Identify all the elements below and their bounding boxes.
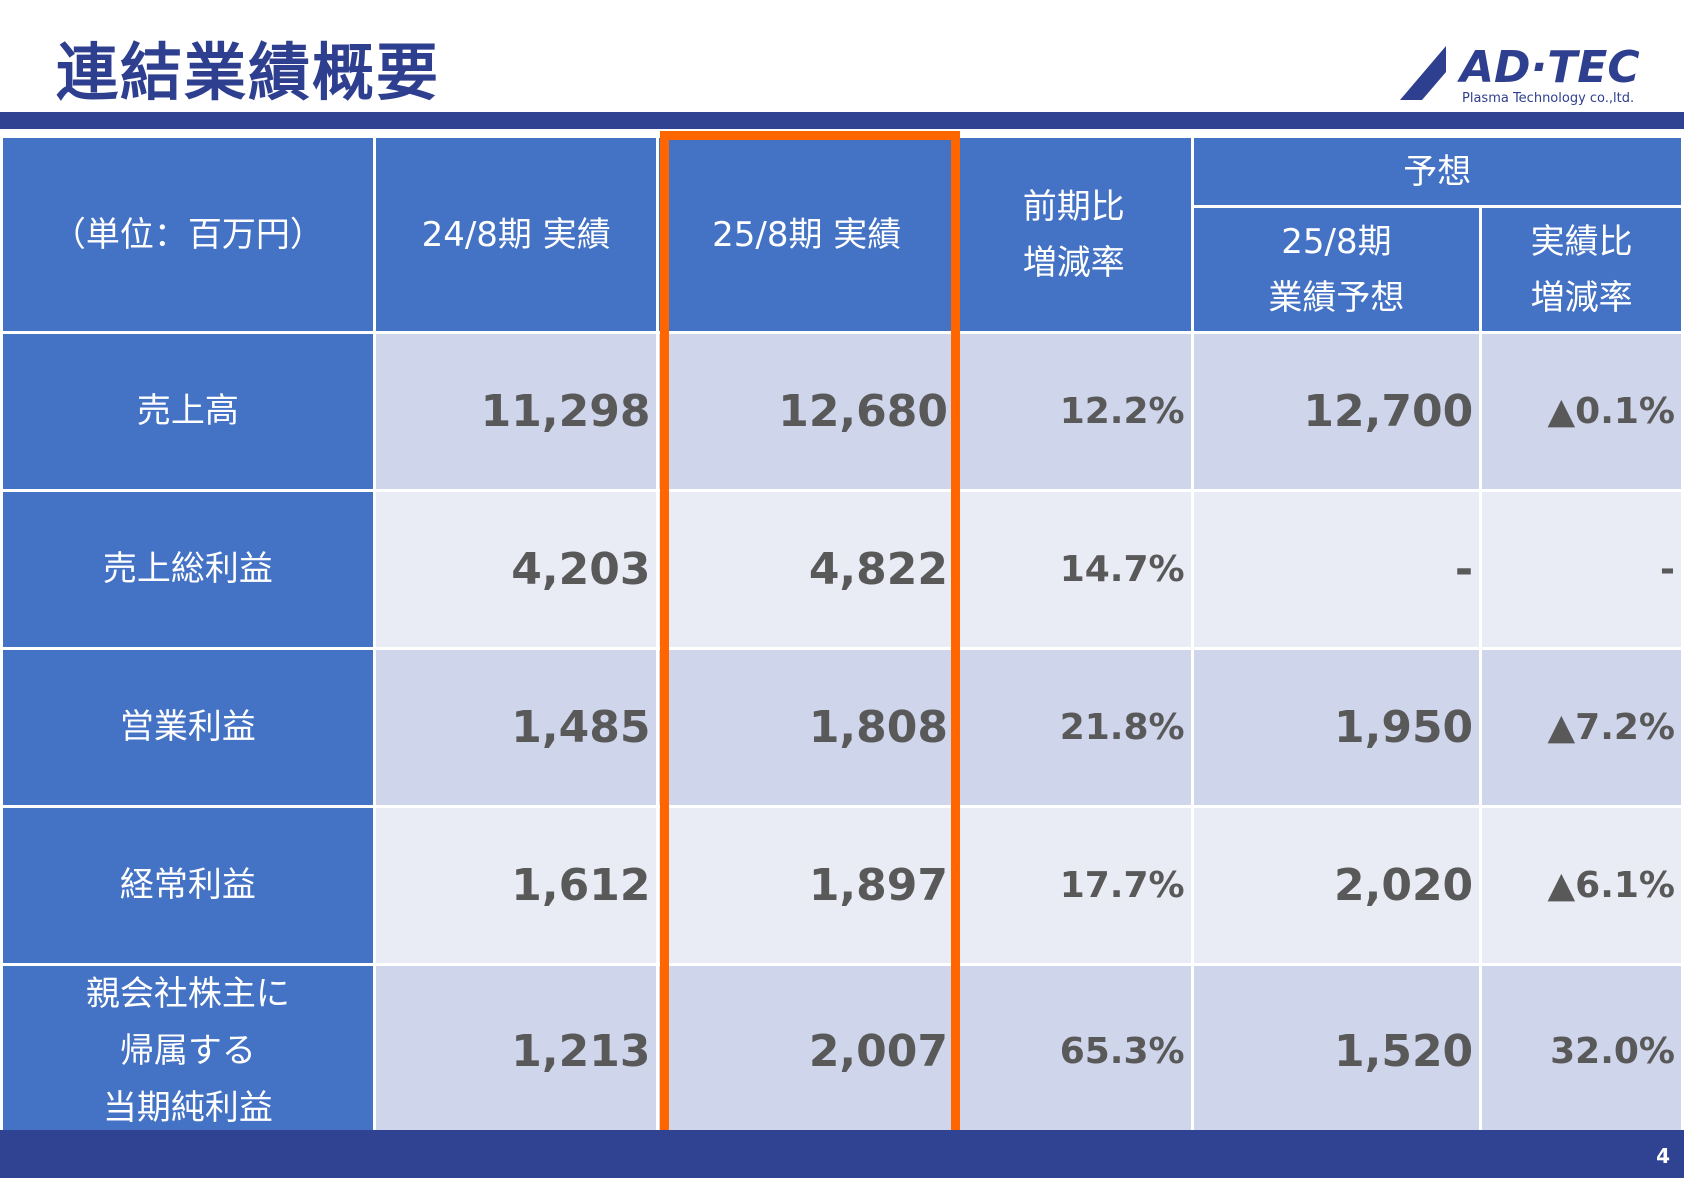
row-label: 売上総利益 — [0, 489, 376, 650]
logo: AD·TEC Plasma Technology co.,ltd. — [1400, 42, 1640, 106]
value-cell: 4,203 — [372, 489, 660, 650]
value-cell: ▲6.1% — [1479, 805, 1684, 966]
value-cell: ▲0.1% — [1479, 331, 1684, 492]
value-cell: 14.7% — [954, 489, 1194, 650]
text-line: 売上総利益 — [102, 549, 273, 589]
text-line: 営業利益 — [119, 707, 256, 747]
text-line: 25/8期 — [1281, 221, 1392, 262]
value-cell: 12,680 — [656, 331, 957, 492]
table-row: 親会社株主に 帰属する 当期純利益 1,213 2,007 65.3% 1,520 32.0% — [0, 963, 1684, 1140]
value-cell: 4,822 — [656, 489, 957, 650]
table-row: 経常利益 1,612 1,897 17.7% 2,020 ▲6.1% — [0, 805, 1684, 966]
table-row: 営業利益 1,485 1,808 21.8% 1,950 ▲7.2% — [0, 647, 1684, 808]
value-cell: 2,007 — [656, 963, 957, 1140]
top-bar — [0, 112, 1684, 129]
value-cell: 1,950 — [1190, 647, 1483, 808]
value-cell: 1,897 — [656, 805, 957, 966]
header-cell: 25/8期 実績 — [656, 135, 957, 334]
table-row: 売上高 11,298 12,680 12.2% 12,700 ▲0.1% — [0, 331, 1684, 492]
text-line: 前期比 — [1022, 186, 1125, 227]
value-cell: 11,298 — [372, 331, 660, 492]
results-table: （単位：百万円） 24/8期 実績 25/8期 実績 前期比増減率 予想 25/… — [0, 135, 1684, 1140]
value-cell: 1,808 — [656, 647, 957, 808]
header-cell: 前期比 増減率 — [954, 135, 1194, 334]
value-cell: - — [1190, 489, 1483, 650]
row-label: 親会社株主に 帰属する当期純利益 — [0, 963, 376, 1140]
text-line: 親会社株主に — [85, 974, 290, 1014]
title: 連結業績概要 — [56, 36, 441, 109]
logo-mark-cut — [1422, 72, 1446, 100]
value-cell: 12.2% — [954, 331, 1194, 492]
value-cell: 32.0% — [1479, 963, 1684, 1140]
row-label: 営業利益 — [0, 647, 376, 808]
value-cell: 12,700 — [1190, 331, 1483, 492]
text-line: 経常利益 — [119, 865, 256, 905]
page-number: 4 — [1656, 1144, 1670, 1168]
text-line: 帰属する — [119, 1031, 256, 1071]
text-line: 増減率 — [1530, 277, 1633, 318]
value-cell: ▲7.2% — [1479, 647, 1684, 808]
value-cell: 2,020 — [1190, 805, 1483, 966]
value-cell: - — [1479, 489, 1684, 650]
header-cell: 予想 — [1190, 135, 1684, 208]
header-cell: 25/8期業績予想 — [1190, 205, 1483, 334]
value-cell: 1,213 — [372, 963, 660, 1140]
header-cell: （単位：百万円） — [0, 135, 376, 334]
value-cell: 17.7% — [954, 805, 1194, 966]
value-cell: 1,485 — [372, 647, 660, 808]
value-cell: 21.8% — [954, 647, 1194, 808]
text-line: 当期純利益 — [102, 1088, 273, 1128]
row-label: 売上高 — [0, 331, 376, 492]
value-cell: 1,612 — [372, 805, 660, 966]
text-line: 実績比 — [1530, 221, 1633, 262]
logo-subtitle: Plasma Technology co.,ltd. — [1462, 91, 1634, 106]
footer-bar — [0, 1130, 1684, 1178]
logo-name: AD·TEC — [1457, 42, 1640, 93]
row-label: 経常利益 — [0, 805, 376, 966]
value-cell: 65.3% — [954, 963, 1194, 1140]
text-line: 売上高 — [136, 391, 239, 431]
value-cell: 1,520 — [1190, 963, 1483, 1140]
text-line: 業績予想 — [1268, 277, 1405, 318]
header-cell: 24/8期 実績 — [372, 135, 660, 334]
table-row: 売上総利益 4,203 4,822 14.7% - - — [0, 489, 1684, 650]
text-line: 増減率 — [1022, 242, 1125, 283]
header-cell: 実績比 増減率 — [1479, 205, 1684, 334]
